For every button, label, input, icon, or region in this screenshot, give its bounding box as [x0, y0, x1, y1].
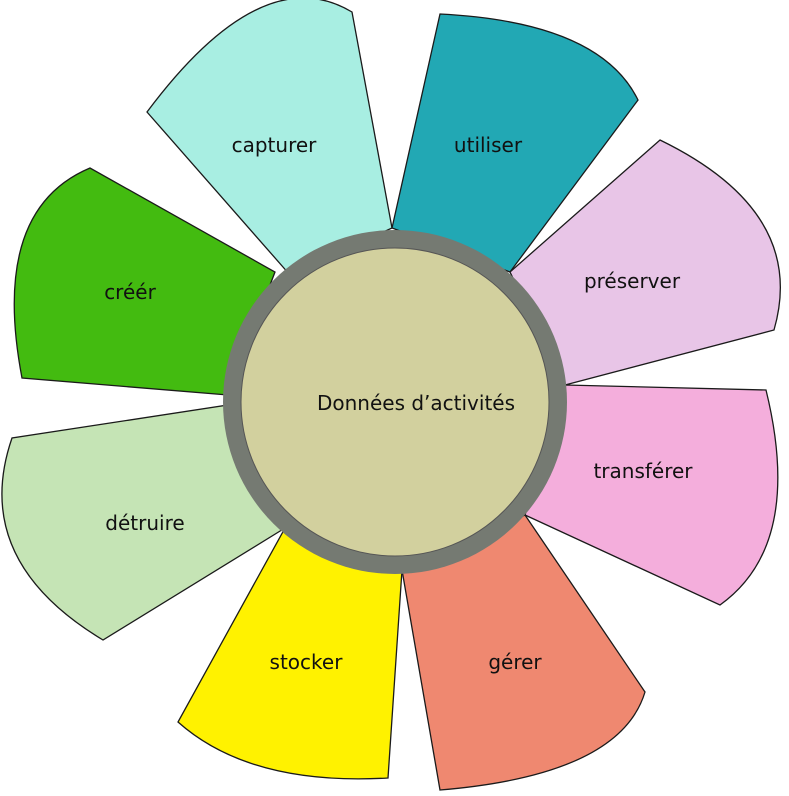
petal-label-capturer: capturer [232, 133, 318, 157]
petal-label-creer: créér [104, 280, 156, 304]
petal-capturer [146, 0, 393, 276]
petal-gerer [401, 514, 646, 791]
petal-label-preserver: préserver [584, 269, 681, 293]
center-disc [240, 247, 550, 557]
petal-utiliser [391, 13, 639, 273]
petal-label-gerer: gérer [488, 650, 542, 674]
petal-label-transferer: transférer [593, 459, 693, 483]
petal-stocker [177, 527, 403, 780]
petal-creer [13, 167, 276, 396]
petal-label-stocker: stocker [270, 650, 344, 674]
center-label: Données d’activités [317, 391, 515, 415]
petal-label-utiliser: utiliser [454, 133, 523, 157]
petal-label-detruire: détruire [105, 511, 184, 535]
petal-detruire [1, 404, 286, 641]
petal-transferer [524, 384, 779, 606]
petal-preserver [509, 139, 781, 386]
